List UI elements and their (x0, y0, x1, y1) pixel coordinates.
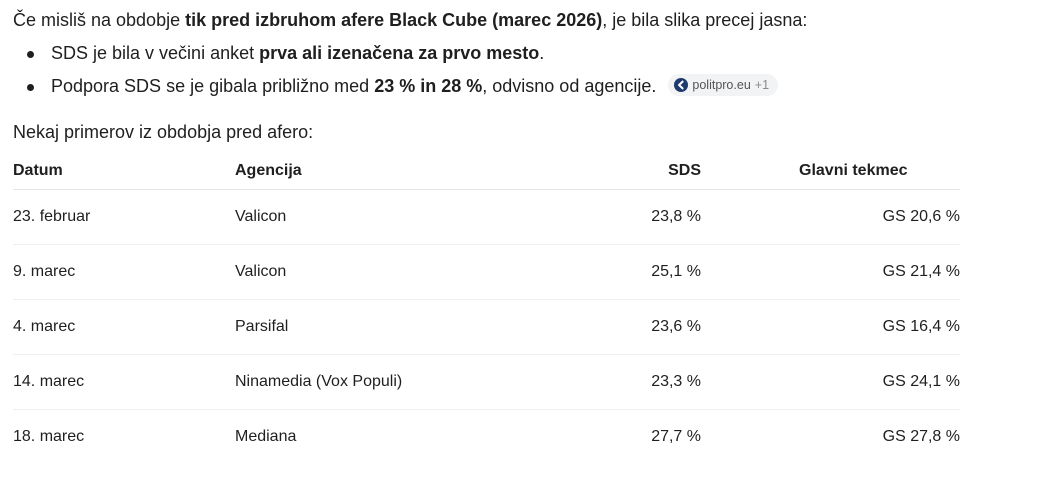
header-datum: Datum (13, 152, 235, 190)
table-intro-text: Nekaj primerov iz obdobja pred afero: (13, 122, 314, 142)
cell-agency: Valicon (235, 189, 535, 245)
table-row: 23. februar Valicon 23,8 % GS 20,6 % (13, 189, 960, 245)
bullet-text-end: . (539, 43, 545, 63)
cell-sds: 27,7 % (651, 428, 701, 445)
cell-date: 18. marec (13, 428, 85, 445)
source-chip-label: politpro.eu (692, 78, 751, 92)
cell-rival: GS 27,8 % (882, 428, 960, 445)
table-row: 18. marec Mediana 27,7 % GS 27,8 % (13, 410, 960, 465)
bullet-text: Podpora SDS se je gibala približno med (51, 76, 370, 96)
cell-date: 9. marec (13, 244, 235, 300)
bullet-item: SDS je bila v večini anket prva ali izen… (13, 42, 778, 75)
intro-bold-text: tik pred izbruhom afere Black Cube (mare… (185, 10, 603, 30)
intro-text-end: , je bila slika precej jasna: (602, 10, 808, 30)
cell-rival: GS 16,4 % (701, 299, 960, 355)
bullet-item: Podpora SDS se je gibala približno med 2… (13, 74, 779, 108)
cell-date: 23. februar (13, 189, 235, 245)
table-row: 4. marec Parsifal 23,6 % GS 16,4 % (13, 299, 960, 355)
cell-agency: Parsifal (235, 299, 535, 355)
intro-text: Če misliš na obdobje (13, 10, 186, 30)
polls-table: Datum Agencija SDS Glavni tekmec 23. feb… (13, 152, 960, 464)
source-chip[interactable]: politpro.eu +1 (668, 74, 779, 96)
bullet-text: SDS je bila v večini anket (51, 43, 255, 63)
bullet-text-end: , odvisno od agencije. (482, 76, 657, 96)
cell-sds: 23,8 % (535, 189, 701, 245)
cell-sds: 23,3 % (535, 354, 701, 410)
bullet-bold-text: prva ali izenačena za prvo mesto (259, 43, 540, 63)
header-glavni-tekmec: Glavni tekmec (701, 152, 960, 190)
bullet-bold-text: 23 % in 28 % (374, 76, 483, 96)
cell-rival: GS 21,4 % (701, 244, 960, 300)
cell-rival: GS 20,6 % (701, 189, 960, 245)
header-agencija: Agencija (235, 152, 535, 190)
table-header-row: Datum Agencija SDS Glavni tekmec (13, 152, 960, 190)
table-row: 9. marec Valicon 25,1 % GS 21,4 % (13, 244, 960, 300)
cell-date: 14. marec (13, 354, 235, 410)
cell-agency: Ninamedia (Vox Populi) (235, 354, 535, 410)
source-chip-more-count: +1 (754, 78, 770, 92)
politpro-logo-icon (674, 78, 689, 92)
cell-date: 4. marec (13, 299, 235, 355)
cell-sds: 23,6 % (535, 299, 701, 355)
cell-rival: GS 24,1 % (701, 354, 960, 410)
cell-agency: Mediana (235, 428, 297, 445)
cell-agency: Valicon (235, 244, 535, 300)
header-sds: SDS (535, 152, 701, 190)
intro-paragraph: Če misliš na obdobje tik pred izbruhom a… (13, 9, 807, 31)
table-row: 14. marec Ninamedia (Vox Populi) 23,3 % … (13, 354, 960, 410)
cell-sds: 25,1 % (535, 244, 701, 300)
bullet-list: SDS je bila v večini anket prva ali izen… (13, 42, 779, 108)
